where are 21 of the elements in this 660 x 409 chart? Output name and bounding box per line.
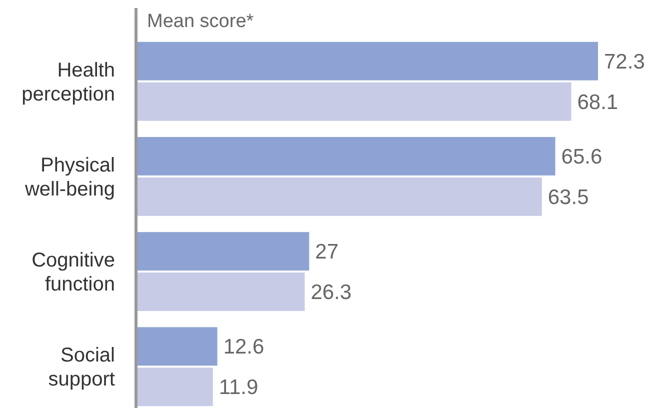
data-label: 26.3 — [310, 281, 352, 304]
bar — [137, 327, 218, 366]
data-label: 63.5 — [548, 186, 589, 210]
x-axis-title: Mean score* — [147, 11, 254, 32]
bar — [137, 136, 556, 176]
y-tick-label: Physical well-being — [24, 154, 115, 200]
data-label: 11.9 — [218, 376, 258, 400]
data-label: 65.6 — [561, 146, 602, 169]
data-label: 68.1 — [577, 90, 618, 114]
bar — [137, 368, 213, 406]
y-tick-label: Cognitive function — [32, 250, 115, 296]
y-tick-label: Social support — [48, 344, 116, 391]
data-label: 12.6 — [223, 336, 264, 359]
bar — [137, 272, 305, 312]
data-label: 72.3 — [604, 50, 645, 74]
bar — [137, 42, 598, 80]
bar — [137, 177, 542, 216]
data-label: 27 — [315, 240, 339, 264]
bar — [137, 82, 572, 121]
bar — [137, 232, 310, 271]
y-tick-label: Health perception — [22, 59, 115, 106]
